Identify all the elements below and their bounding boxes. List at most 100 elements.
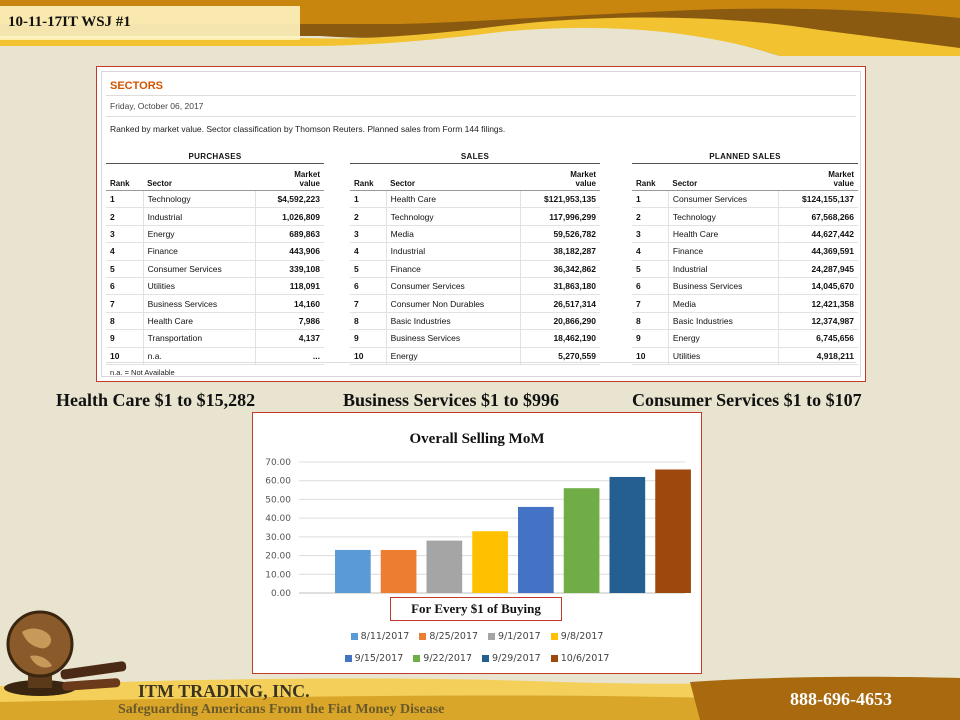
legend-swatch [413,655,421,662]
footer-banner [0,676,960,720]
purchases-table: PURCHASES Rank Sector Market value 1 Techn… [106,150,324,365]
cell-rank: 8 [106,312,144,331]
divider [106,362,856,363]
cell-rank: 4 [106,242,144,261]
sales-rows: 1 Health Care $121,953,135 2 Technology 117,9… [350,190,600,365]
col-rank: Rank [632,163,669,191]
cell-sector: Utilities [143,277,256,296]
cell-value: 26,517,314 [520,294,600,313]
cell-sector: Energy [386,347,522,365]
table-row: 5 Finance 36,342,862 [350,260,600,278]
legend-item: 8/11/2017 [350,631,409,642]
cell-sector: Finance [386,260,522,278]
chart-plot: 0.00 10.00 20.00 30.00 40.00 50.00 60.00 70.00 [265,458,691,599]
cell-rank: 3 [632,225,669,244]
cell-sector: Basic Industries [386,312,522,331]
legend-swatch [344,655,352,662]
cell-rank: 9 [632,329,669,348]
cell-sector: Technology [386,207,522,226]
cell-value: 7,986 [255,312,324,331]
cell-sector: Consumer Non Durables [386,294,522,313]
bar-8/25/2017 [380,549,417,593]
table-row: 9 Business Services 18,462,190 [350,329,600,348]
header-banner [0,0,960,56]
sectors-title: SECTORS [110,80,163,92]
legend-swatch [550,633,558,640]
cell-rank: 1 [106,190,144,209]
cell-rank: 4 [350,242,387,261]
cell-value: 339,108 [255,260,324,278]
y-tick-label: 20.00 [265,552,291,562]
y-tick-label: 30.00 [265,533,291,543]
cell-sector: Consumer Services [143,260,256,278]
y-tick-label: 60.00 [265,477,291,487]
cell-rank: 4 [632,242,669,261]
table-row: 8 Basic Industries 12,374,987 [632,312,858,331]
cell-sector: Media [386,225,522,244]
cell-rank: 6 [106,277,144,296]
bar-9/1/2017 [426,540,463,593]
company-phone: 888-696-4653 [790,689,892,709]
cell-value: 31,863,180 [520,277,600,296]
cell-sector: Business Services [143,294,256,313]
divider [106,95,856,96]
summary-health-care: Health Care $1 to $15,282 [56,390,256,410]
cell-sector: Finance [143,242,256,261]
cell-rank: 2 [632,207,669,226]
legend-swatch [350,633,358,640]
cell-rank: 2 [350,207,387,226]
cell-value: 14,160 [255,294,324,313]
cell-sector: Industrial [386,242,522,261]
cell-value: 59,526,782 [520,225,600,244]
bar-10/6/2017 [655,469,691,593]
divider [106,116,856,117]
cell-rank: 7 [632,294,669,313]
col-market-value: Market value [778,163,858,191]
cell-rank: 8 [350,312,387,331]
table-row: 3 Health Care 44,627,442 [632,225,858,244]
cell-value: $124,155,137 [778,190,858,209]
cell-sector: Transportation [143,329,256,348]
chart-legend-row: 8/11/2017 8/25/2017 9/1/2017 9/8/2017 [253,631,701,642]
cell-sector: Consumer Services [668,190,779,209]
cell-value: 20,866,290 [520,312,600,331]
chart-title: Overall Selling MoM [409,431,545,447]
bar-9/8/2017 [472,531,508,593]
cell-value: 44,627,442 [778,225,858,244]
table-row: 2 Industrial 1,026,809 [106,207,324,226]
cell-value: 443,906 [255,242,324,261]
table-row: 3 Media 59,526,782 [350,225,600,244]
cell-sector: Utilities [668,347,779,365]
legend-item: 10/6/2017 [550,653,609,664]
cell-value: 4,137 [255,329,324,348]
cell-rank: 1 [350,190,387,209]
table-row: 8 Health Care 7,986 [106,312,324,331]
sectors-description: Ranked by market value. Sector classific… [110,124,506,134]
cell-rank: 9 [350,329,387,348]
col-value-label: value [833,179,854,188]
sales-heading: SALES [350,150,600,164]
table-row: 2 Technology 117,996,299 [350,207,600,226]
table-row: 1 Consumer Services $124,155,137 [632,190,858,209]
legend-item: 9/8/2017 [550,631,603,642]
table-row: 7 Media 12,421,358 [632,294,858,313]
cell-value: 12,374,987 [778,312,858,331]
cell-sector: Consumer Services [386,277,522,296]
cell-sector: Media [668,294,779,313]
legend-swatch [488,633,496,640]
legend-label: 9/22/2017 [423,653,472,664]
planned-sales-heading: PLANNED SALES [632,150,858,164]
legend-item: 8/25/2017 [419,631,478,642]
summary-business-services: Business Services $1 to $996 [343,390,559,410]
table-row: 4 Industrial 38,182,287 [350,242,600,261]
bar-9/22/2017 [563,488,600,593]
cell-rank: 5 [106,260,144,278]
table-row: 9 Energy 6,745,656 [632,329,858,348]
globe-logo [4,610,127,696]
table-row: 2 Technology 67,568,266 [632,207,858,226]
y-tick-label: 10.00 [265,570,291,580]
table-row: 1 Health Care $121,953,135 [350,190,600,209]
cell-sector: Finance [668,242,779,261]
cell-value: 12,421,358 [778,294,858,313]
